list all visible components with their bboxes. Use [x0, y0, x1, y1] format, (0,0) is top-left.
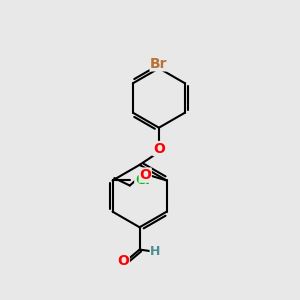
Text: O: O — [153, 142, 165, 155]
Text: H: H — [150, 244, 161, 258]
Text: O: O — [117, 254, 129, 268]
Text: Cl: Cl — [135, 173, 150, 188]
Text: O: O — [139, 168, 151, 182]
Text: Br: Br — [150, 57, 168, 71]
